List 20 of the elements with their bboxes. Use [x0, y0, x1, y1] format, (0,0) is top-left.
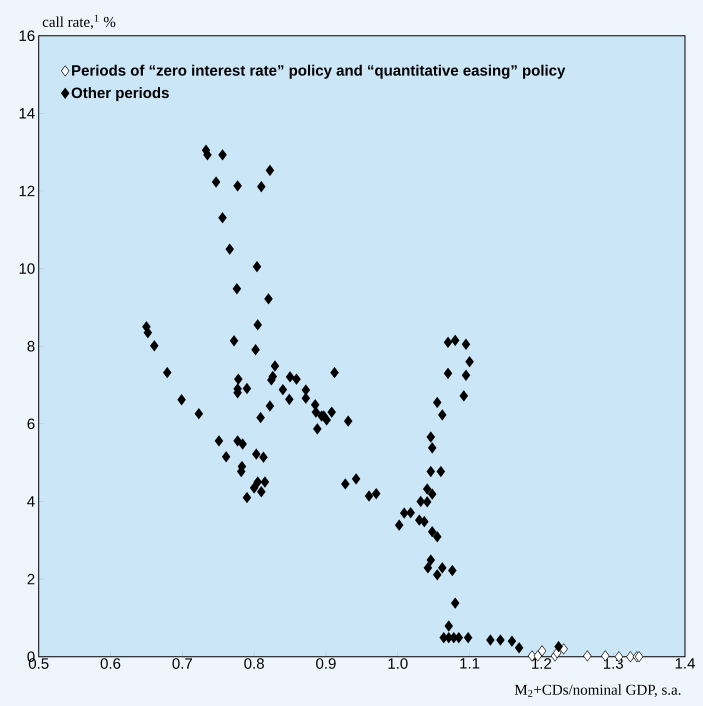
x-tick-label: 0.7 — [172, 658, 192, 669]
x-tick-label: 0.9 — [316, 658, 336, 669]
y-tick-label: 2 — [28, 574, 34, 584]
y-axis-title: call rate,$^{1}$ % — [42, 14, 116, 30]
x-tick-label: 1.4 — [676, 658, 695, 669]
y-tick-label: 16 — [20, 30, 35, 42]
x-axis-title: M$_{2}$+CDs/nominal GDP, s.a. — [514, 684, 680, 697]
x-tick-label: 1.0 — [388, 658, 408, 669]
y-tick-label: 10 — [20, 263, 35, 274]
y-tick-label: 12 — [20, 186, 34, 196]
x-tick-label: 0.6 — [100, 658, 120, 669]
y-tick-label: 8 — [27, 340, 35, 352]
y-tick-label: 6 — [28, 418, 35, 430]
legend-label: Other periods — [72, 87, 169, 102]
y-tick-label: 14 — [20, 108, 35, 118]
legend-label: Periods of “zero interest rate” policy and “quantitative easing” policy — [72, 64, 566, 79]
x-tick-label: 1.2 — [532, 658, 552, 669]
x-tick-label: 1.1 — [460, 658, 480, 669]
y-tick-label: 4 — [27, 496, 35, 507]
x-tick-label: 0.8 — [244, 658, 264, 669]
